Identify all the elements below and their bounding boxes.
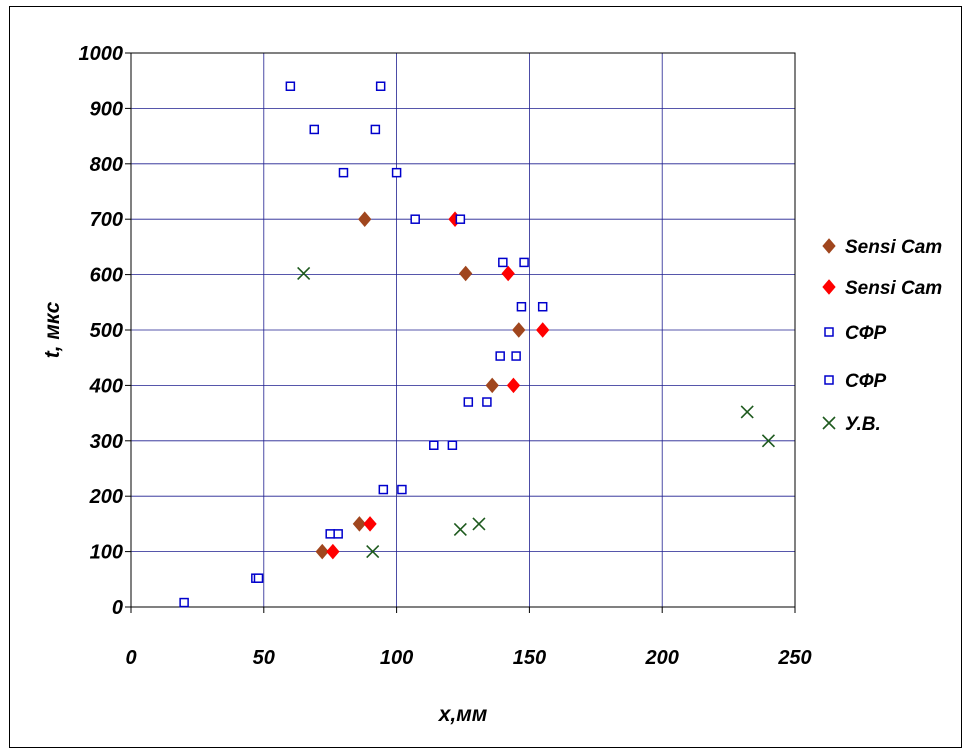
data-point (501, 265, 515, 282)
plot-area-border (130, 52, 796, 608)
data-point (352, 516, 367, 532)
data-point (253, 573, 264, 583)
data-point (511, 351, 521, 361)
series-4 (297, 266, 776, 559)
data-point (297, 266, 311, 281)
legend-label: Sensi Cam (845, 278, 942, 299)
y-tick-label: 0 (112, 597, 123, 619)
data-point (285, 81, 296, 91)
data-point (537, 301, 548, 312)
tick-labels: 0 100 200 300 400 500 600 700 800 900 1000 0 50 100 15… (79, 43, 812, 669)
x-tick-label: 250 (777, 647, 811, 669)
legend-marker (822, 279, 836, 295)
series-1 (326, 211, 550, 560)
data-point (326, 543, 340, 560)
data-point (453, 522, 467, 537)
data-point (370, 124, 381, 135)
data-point (536, 322, 550, 338)
legend-marker (824, 327, 834, 337)
data-point (455, 214, 466, 224)
data-point (458, 265, 473, 282)
legend-marker (822, 416, 836, 430)
data-point (366, 545, 380, 559)
legend-item: СФР (824, 323, 887, 344)
x-tick-label: 0 (125, 647, 136, 669)
legend-item: У.В. (822, 414, 881, 435)
y-tick-label: 300 (90, 431, 123, 453)
data-point (512, 322, 526, 338)
series-2 (179, 81, 527, 608)
y-tick-label: 600 (90, 265, 123, 287)
data-point (391, 167, 402, 178)
data-point (358, 211, 372, 227)
data-point (179, 597, 189, 608)
y-tick-label: 800 (90, 154, 123, 176)
data-point (506, 377, 521, 394)
data-point (495, 351, 505, 361)
legend-item: СФР (824, 371, 887, 392)
data-point (375, 81, 386, 91)
data-marks (179, 81, 776, 608)
data-point (482, 397, 492, 407)
data-point (761, 434, 776, 448)
legend-item: Sensi Cam (822, 278, 942, 299)
series-0 (315, 211, 526, 560)
y-axis-title: t, мкс (41, 301, 64, 358)
y-tick-label: 200 (89, 486, 123, 508)
x-axis-title: x,мм (438, 703, 488, 726)
data-point (463, 397, 474, 407)
data-point (410, 214, 420, 224)
legend-label: СФР (845, 371, 887, 392)
y-tick-label: 700 (90, 209, 123, 231)
data-point (378, 484, 389, 495)
legend-marker (824, 375, 834, 385)
legend-item: Sensi Cam (822, 237, 942, 258)
data-point (516, 301, 527, 312)
y-tick-label: 400 (89, 375, 123, 397)
data-point (325, 529, 335, 539)
data-point (363, 516, 377, 532)
x-tick-label: 50 (253, 647, 275, 669)
data-point (485, 377, 499, 394)
data-point (472, 517, 486, 531)
y-tick-label: 900 (90, 98, 123, 120)
data-point (740, 405, 754, 419)
data-point (333, 529, 343, 539)
y-tick-label: 1000 (79, 43, 124, 65)
data-point (498, 257, 508, 268)
y-tick-label: 500 (90, 320, 123, 342)
legend-marker (822, 238, 836, 254)
data-point (397, 484, 407, 495)
data-point (447, 440, 458, 450)
x-tick-label: 200 (645, 647, 679, 669)
x-tick-label: 150 (513, 647, 546, 669)
legend-label: Sensi Cam (845, 237, 942, 258)
legend: Sensi Cam Sensi Cam СФР СФР У.В. (822, 237, 942, 435)
y-tick-label: 100 (90, 542, 123, 564)
data-point (338, 167, 349, 178)
series-3 (253, 81, 548, 583)
data-point (309, 124, 320, 135)
chart-frame (9, 6, 962, 748)
data-point (429, 440, 439, 450)
legend-label: СФР (845, 323, 887, 344)
x-tick-label: 100 (380, 647, 413, 669)
legend-label: У.В. (845, 414, 881, 435)
data-point (519, 257, 529, 268)
data-point (315, 543, 329, 560)
